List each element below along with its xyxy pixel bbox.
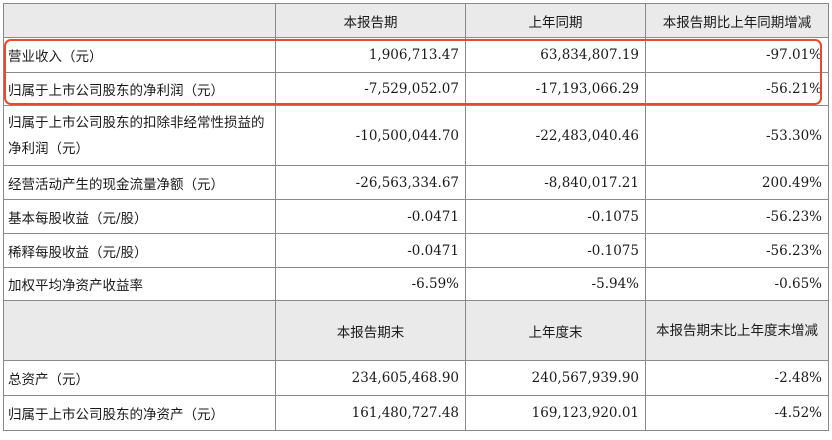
prior-value: -0.1075 xyxy=(465,199,646,234)
header-period-end: 本报告期末 xyxy=(275,300,466,361)
table-row: 基本每股收益（元/股） -0.0471 -0.1075 -56.23% xyxy=(3,199,829,234)
change-value: -56.21% xyxy=(645,72,829,106)
row-label: 基本每股收益（元/股） xyxy=(3,199,276,234)
header-row-2: 本报告期末 上年度末 本报告期末比上年度末增减 xyxy=(3,300,829,361)
prior-value: 63,834,807.19 xyxy=(465,37,646,73)
header-current-period: 本报告期 xyxy=(275,3,466,38)
change-value: 200.49% xyxy=(645,165,829,200)
row-label: 归属于上市公司股东的净利润（元） xyxy=(3,72,276,106)
prior-value: -22,483,040.46 xyxy=(465,105,646,166)
header-period-change: 本报告期比上年同期增减 xyxy=(645,3,829,38)
prior-value: -17,193,066.29 xyxy=(465,72,646,106)
header-prior-period: 上年同期 xyxy=(465,3,646,38)
change-value: -97.01% xyxy=(645,37,829,73)
change-value: -0.65% xyxy=(645,267,829,301)
header-prior-year-end: 上年度末 xyxy=(465,300,646,361)
current-value: -0.0471 xyxy=(275,199,466,234)
current-value: -26,563,334.67 xyxy=(275,165,466,200)
table-row: 营业收入（元） 1,906,713.47 63,834,807.19 -97.0… xyxy=(3,37,829,73)
prior-value: -5.94% xyxy=(465,267,646,301)
table-row: 加权平均净资产收益率 -6.59% -5.94% -0.65% xyxy=(3,267,829,301)
row-label: 归属于上市公司股东的净资产（元） xyxy=(3,395,276,431)
row-label: 营业收入（元） xyxy=(3,37,276,73)
prior-value: 169,123,920.01 xyxy=(465,395,646,431)
current-value: -6.59% xyxy=(275,267,466,301)
prior-value: -0.1075 xyxy=(465,233,646,268)
current-value: -7,529,052.07 xyxy=(275,72,466,106)
table-row: 归属于上市公司股东的净利润（元） -7,529,052.07 -17,193,0… xyxy=(3,72,829,106)
change-value: -53.30% xyxy=(645,105,829,166)
change-value: -56.23% xyxy=(645,199,829,234)
table-row: 经营活动产生的现金流量净额（元） -26,563,334.67 -8,840,0… xyxy=(3,165,829,200)
current-value: 234,605,468.90 xyxy=(275,360,466,396)
change-value: -2.48% xyxy=(645,360,829,396)
row-label: 总资产（元） xyxy=(3,360,276,396)
row-label: 归属于上市公司股东的扣除非经常性损益的净利润（元） xyxy=(3,105,276,166)
header-blank-cell xyxy=(3,3,276,38)
row-label: 稀释每股收益（元/股） xyxy=(3,233,276,268)
change-value: -56.23% xyxy=(645,233,829,268)
row-label: 经营活动产生的现金流量净额（元） xyxy=(3,165,276,200)
table-row: 总资产（元） 234,605,468.90 240,567,939.90 -2.… xyxy=(3,360,829,396)
prior-value: -8,840,017.21 xyxy=(465,165,646,200)
change-value: -4.52% xyxy=(645,395,829,431)
current-value: 161,480,727.48 xyxy=(275,395,466,431)
header-year-end-change: 本报告期末比上年度末增减 xyxy=(645,300,829,361)
table-row: 稀释每股收益（元/股） -0.0471 -0.1075 -56.23% xyxy=(3,233,829,268)
header-blank-cell xyxy=(3,300,276,361)
header-row-1: 本报告期 上年同期 本报告期比上年同期增减 xyxy=(3,3,829,38)
current-value: -0.0471 xyxy=(275,233,466,268)
table-row: 归属于上市公司股东的净资产（元） 161,480,727.48 169,123,… xyxy=(3,395,829,431)
financial-summary-table: 本报告期 上年同期 本报告期比上年同期增减 营业收入（元） 1,906,713.… xyxy=(3,3,829,431)
current-value: -10,500,044.70 xyxy=(275,105,466,166)
current-value: 1,906,713.47 xyxy=(275,37,466,73)
table-row: 归属于上市公司股东的扣除非经常性损益的净利润（元） -10,500,044.70… xyxy=(3,105,829,166)
row-label: 加权平均净资产收益率 xyxy=(3,267,276,301)
prior-value: 240,567,939.90 xyxy=(465,360,646,396)
